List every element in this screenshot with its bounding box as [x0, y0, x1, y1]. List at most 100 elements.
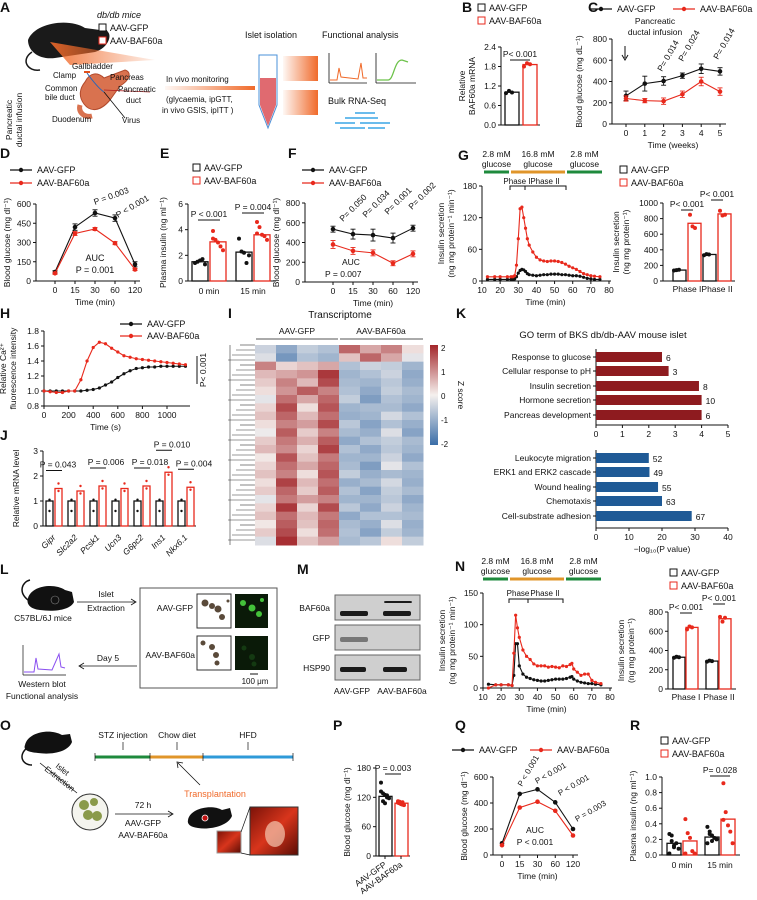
heatmap-cell: [402, 386, 424, 396]
heatmap-cell: [297, 495, 319, 504]
data-point: [525, 61, 529, 66]
y-axis-label: Insulin secretion: [436, 203, 446, 265]
heatmap-cell: [276, 378, 298, 388]
heatmap-cell: [276, 436, 298, 446]
legend-gfp: AAV-GFP: [489, 3, 527, 13]
x-axis-label: Time (weeks): [648, 140, 699, 150]
data-point: [543, 679, 547, 683]
gene-count: 6: [666, 353, 671, 363]
heatmap-cell: [255, 478, 277, 488]
data-point: [350, 231, 356, 237]
data-point: [383, 801, 387, 806]
glucose-concentration: 16.8 mM: [521, 149, 554, 159]
x-tick-label: Phase I: [672, 692, 701, 702]
y-tick-label: 1.0: [645, 772, 657, 782]
islet: [214, 605, 222, 613]
data-point: [72, 224, 78, 230]
y-axis-label: Blood glucose (mg dl⁻¹): [459, 771, 469, 861]
clamp-icon: [84, 71, 90, 73]
gene-count: 8: [703, 382, 708, 392]
heatmap-cell: [297, 378, 319, 388]
p-value: P = 0.003: [92, 185, 130, 207]
y-tick-label: 600: [286, 218, 300, 228]
data-point: [545, 259, 549, 264]
heatmap-cell: [381, 378, 403, 388]
mouse-strain-label: C57BL/6J mice: [14, 613, 72, 623]
heatmap-cell: [318, 461, 340, 471]
data-point: [79, 389, 83, 393]
data-point: [136, 509, 139, 513]
z-scale-label: Z score: [456, 381, 466, 410]
x-tick-label: 30: [514, 285, 524, 295]
heatmap-cell: [402, 520, 424, 529]
heatmap-cell: [255, 345, 277, 354]
islet-isolation-label: Islet isolation: [245, 30, 297, 40]
x-tick-label: 20: [496, 692, 506, 702]
heatmap-cell: [297, 503, 319, 513]
scale-label: 100 μm: [242, 677, 269, 686]
data-point: [690, 625, 694, 630]
heatmap-cell: [255, 428, 277, 438]
y-tick-label: 600: [593, 55, 607, 65]
y-tick-label: 0: [472, 276, 477, 286]
islet: [92, 811, 102, 821]
heatmap-cell: [339, 370, 361, 379]
go-term-bar: [596, 395, 702, 405]
data-point: [516, 237, 520, 241]
gfp-islet: [260, 598, 264, 602]
data-point: [515, 642, 520, 646]
heatmap-cell: [318, 453, 340, 463]
x-axis-label: Time (min): [75, 297, 115, 307]
x-tick-label: 50: [550, 285, 560, 295]
legend-swatch-baf60a: [192, 176, 201, 185]
heatmap-cell: [276, 536, 298, 546]
heatmap-cell: [297, 445, 319, 454]
y-tick-label: 400: [286, 238, 300, 248]
data-point: [535, 787, 540, 792]
data-point: [723, 212, 727, 217]
legend-baf60a: AAV-BAF60a: [700, 4, 752, 14]
pancreatic-duct-label: duct: [126, 96, 142, 105]
heatmap-cell: [360, 528, 382, 538]
data-point: [586, 672, 590, 676]
transplantation-label: Transplantation: [184, 789, 246, 799]
heatmap-cell: [339, 486, 361, 496]
heatmap-cell: [297, 370, 319, 379]
data-point: [585, 276, 589, 280]
auc-label: AUC: [85, 253, 105, 263]
heatmap-cell: [402, 461, 424, 471]
data-point: [128, 369, 132, 373]
x-tick-label: 4: [699, 429, 704, 439]
data-point: [683, 851, 688, 856]
heatmap-cell: [318, 378, 340, 388]
data-point: [693, 225, 697, 230]
data-point: [578, 274, 582, 278]
heatmap-cell: [276, 453, 298, 463]
heatmap-cell: [318, 345, 340, 354]
y-tick-label: 0: [602, 119, 607, 129]
data-point: [549, 272, 553, 276]
data-point: [158, 509, 161, 513]
gfp-islet: [248, 604, 256, 612]
blot-band: [383, 611, 411, 616]
x-tick-label: 80: [604, 285, 614, 295]
legend-baf60a: AAV-BAF60a: [110, 36, 162, 46]
infusion-label: Pancreatic: [4, 99, 14, 140]
y-tick-label: 1.0: [27, 386, 39, 396]
y-axis-label: Blood glucose (mg dl⁻¹): [2, 198, 12, 288]
y-tick-label: 1.2: [27, 371, 39, 381]
y-tick-label: 200: [286, 257, 300, 267]
brightfield-image: [196, 593, 232, 629]
legend-gfp: AAV-GFP: [681, 568, 719, 578]
data-point: [493, 275, 497, 279]
heatmap-cell: [276, 411, 298, 421]
heatmap-cell: [318, 361, 340, 371]
y-axis-label: BAF60a mRNA: [467, 57, 477, 115]
data-point: [524, 654, 529, 658]
panel-letter-L: L: [0, 561, 9, 577]
heatmap-cell: [297, 411, 319, 421]
data-point: [514, 613, 518, 617]
data-point: [504, 91, 508, 96]
heatmap-cell: [297, 353, 319, 363]
x-tick-label: 0: [500, 859, 505, 869]
